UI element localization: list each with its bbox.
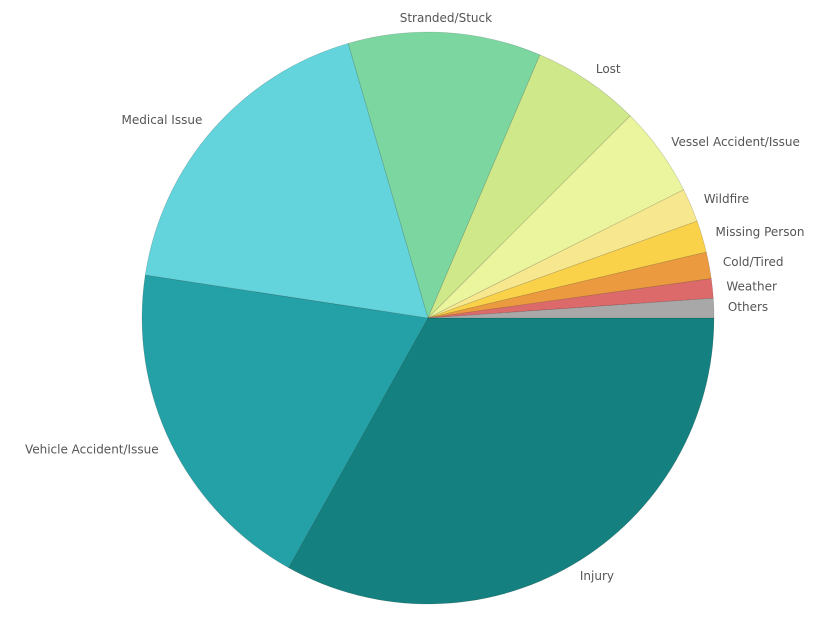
pie-slice <box>427 297 715 319</box>
pie-slice <box>141 274 429 569</box>
pie-slice <box>427 115 685 319</box>
pie-slice <box>347 31 541 319</box>
pie-slice <box>427 251 712 319</box>
pie-slice <box>427 278 714 319</box>
pie-slice <box>427 220 707 319</box>
slice-label: Others <box>728 300 768 314</box>
slice-label: Missing Person <box>716 225 805 239</box>
pie-slice <box>427 54 631 319</box>
slice-label: Vessel Accident/Issue <box>671 135 800 149</box>
pie-slice <box>144 42 429 319</box>
slice-label: Wildfire <box>704 192 750 206</box>
slice-label: Injury <box>580 569 614 583</box>
pie-slice <box>288 317 715 605</box>
slice-label: Lost <box>596 62 621 76</box>
slice-label: Stranded/Stuck <box>400 11 492 25</box>
slice-label: Medical Issue <box>122 113 203 127</box>
slice-label: Cold/Tired <box>723 255 784 269</box>
slice-label: Weather <box>726 279 777 293</box>
pie-slice <box>427 189 698 319</box>
slice-label: Vehicle Accident/Issue <box>25 442 159 456</box>
